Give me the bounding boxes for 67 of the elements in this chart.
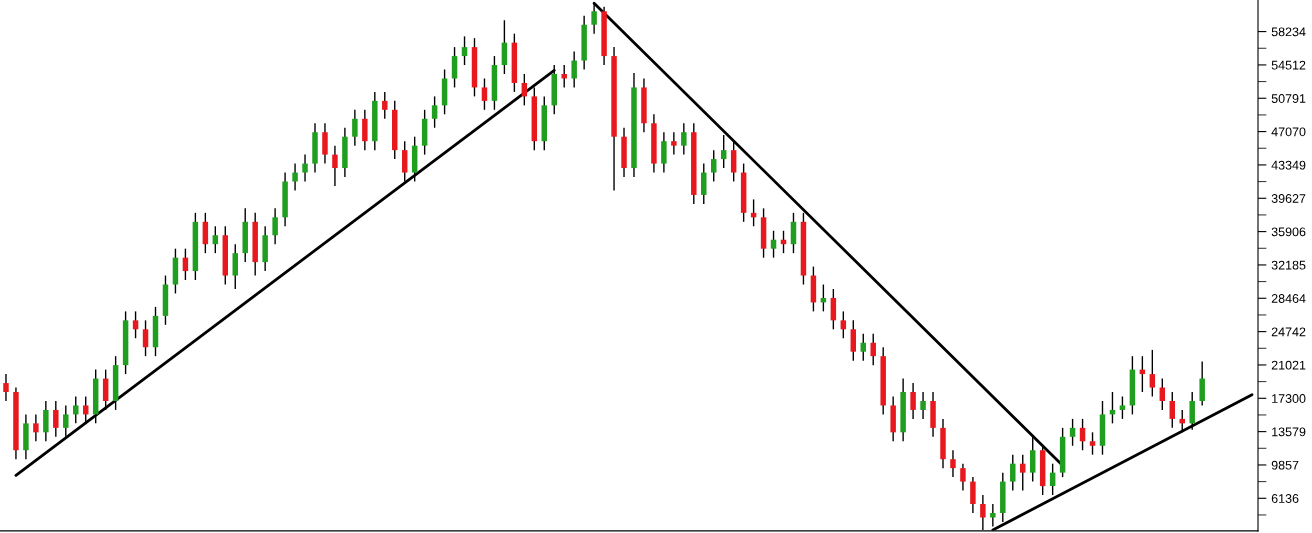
candlestick — [661, 131, 667, 174]
candlestick — [990, 503, 996, 528]
candlestick — [401, 140, 408, 183]
candlestick — [970, 476, 976, 514]
candlestick — [332, 144, 338, 187]
candlestick — [730, 140, 737, 183]
candlestick — [132, 310, 139, 339]
y-tick-label: 6136 — [1271, 494, 1299, 503]
candlestick — [232, 243, 238, 290]
candlestick — [212, 225, 219, 254]
y-tick-label: 54512 — [1271, 60, 1306, 70]
candlestick — [671, 131, 677, 156]
candlestick — [960, 462, 966, 492]
y-tick-label: 35906 — [1271, 227, 1306, 237]
candlestick — [481, 77, 488, 111]
candlestick — [770, 230, 777, 259]
candlestick — [1169, 391, 1176, 429]
y-tick-label: 32185 — [1271, 260, 1306, 270]
candlestick — [322, 122, 328, 165]
candlestick — [82, 395, 89, 425]
candlestick — [720, 134, 727, 169]
candlestick — [461, 35, 468, 66]
candlestick — [53, 400, 59, 438]
candlestick — [840, 310, 847, 339]
candlestick — [910, 382, 916, 420]
candlestick — [1119, 395, 1126, 420]
y-tick-label: 50791 — [1271, 94, 1306, 103]
y-tick-label: 13579 — [1272, 427, 1306, 437]
candlestick — [701, 162, 707, 205]
candlestick — [681, 122, 687, 156]
candlestick — [142, 319, 149, 357]
candlestick — [1069, 418, 1076, 447]
y-tick-label: 28464 — [1271, 294, 1306, 303]
y-tick-label: 21021 — [1271, 360, 1306, 370]
candlestick — [292, 162, 298, 192]
candlestick — [710, 149, 717, 183]
candlestick — [850, 319, 857, 362]
candlestick — [63, 404, 69, 438]
candlestick — [1020, 454, 1026, 492]
candlestick — [43, 400, 49, 442]
candlestick — [561, 64, 567, 89]
candlestick — [1199, 360, 1205, 407]
candlestick — [1089, 431, 1096, 456]
candlestick — [870, 333, 876, 366]
candlestick — [3, 373, 9, 402]
candlestick — [33, 413, 39, 442]
candlestick — [382, 91, 388, 120]
y-tick-label: 58234 — [1271, 27, 1306, 37]
candlestick — [302, 153, 308, 183]
candlestick — [920, 391, 926, 420]
candlestick — [571, 50, 577, 89]
candlestick — [1010, 454, 1016, 492]
y-tick-label: 24742 — [1271, 327, 1306, 337]
candlestick — [272, 207, 278, 245]
candlestick — [1179, 409, 1185, 434]
candlestick — [362, 109, 368, 151]
candlestick — [950, 449, 956, 478]
y-tick-label: 9857 — [1271, 460, 1299, 470]
y-tick-label: 43349 — [1271, 160, 1306, 170]
candlestick — [73, 395, 79, 425]
candlestick — [860, 333, 866, 362]
y-tick-label: 39627 — [1271, 194, 1306, 203]
y-tick-label: 17300 — [1272, 394, 1306, 403]
candlestick — [431, 95, 438, 129]
y-tick-label: 47070 — [1271, 127, 1306, 137]
candlestick — [1149, 349, 1156, 398]
candlestick — [352, 109, 358, 147]
